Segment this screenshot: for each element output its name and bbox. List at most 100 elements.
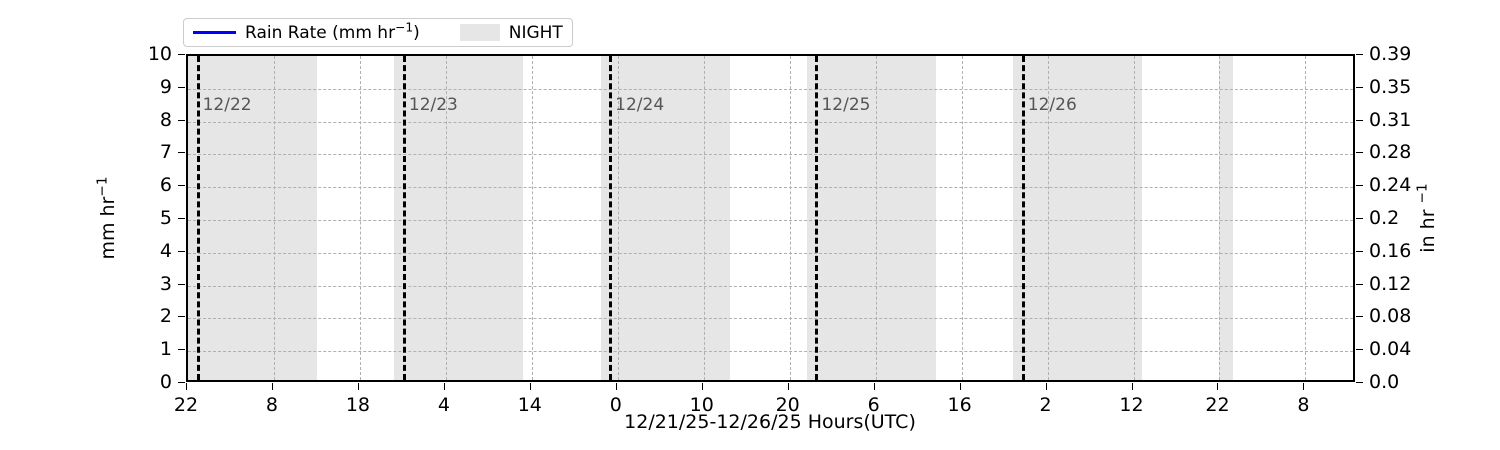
y-axis-right-tick-label: 0.24 [1369,174,1412,197]
x-axis-tick [1045,383,1047,390]
x-axis-tick-label: 20 [775,394,800,416]
x-axis-tick [1131,383,1133,390]
y-axis-left-tick-label: 5 [159,207,172,229]
y-axis-left-tick [178,152,185,154]
y-axis-right-tick-label: 0.2 [1369,207,1400,229]
legend-label-rain-rate: Rain Rate (mm hr−1) [245,19,420,43]
x-axis-tick-label: 22 [1205,394,1230,416]
legend-entry-night: NIGHT [420,23,563,43]
day-separator-line [402,56,406,380]
night-band [188,56,317,380]
y-axis-right-tick [1356,185,1363,187]
x-axis-tick-label: 12 [1119,394,1144,416]
x-axis-tick [615,383,617,390]
y-axis-right-tick-label: 0.0 [1369,371,1400,393]
x-axis-tick [271,383,273,390]
x-axis-tick [1217,383,1219,390]
legend-entry-rain-rate: Rain Rate (mm hr−1) [193,19,420,43]
x-axis-tick [357,383,359,390]
vertical-gridline [531,56,533,380]
horizontal-gridline [188,318,1353,320]
horizontal-gridline [188,121,1353,123]
y-axis-left-tick [178,283,185,285]
x-axis-tick [701,383,703,390]
vertical-gridline [445,56,447,380]
y-axis-left-tick-label: 9 [159,75,172,98]
y-axis-left-tick [178,218,185,219]
y-axis-right-tick-label: 0.31 [1369,108,1412,131]
night-band [600,56,730,380]
y-axis-left-tick-label: 2 [159,305,172,328]
night-band [394,56,524,380]
y-axis-right-tick [1356,283,1363,285]
x-axis-tick-label: 10 [689,394,714,416]
vertical-gridline [1133,56,1135,380]
y-axis-right-tick [1356,382,1363,383]
vertical-gridline [617,56,619,380]
day-label: 12/22 [202,95,252,115]
vertical-gridline [1305,56,1307,380]
y-axis-left-tick [178,316,185,318]
vertical-gridline [1047,56,1049,380]
y-axis-left-tick [178,382,185,383]
horizontal-gridline [188,285,1353,287]
day-label: 12/25 [821,95,871,115]
night-band [806,56,936,380]
y-axis-right-tick [1356,119,1363,121]
x-axis-tick-label: 16 [947,394,972,416]
x-axis-tick-label: 14 [517,394,542,416]
y-axis-right-tick [1356,86,1363,88]
y-axis-right-tick [1356,218,1363,219]
day-separator-line [1021,56,1025,380]
vertical-gridline [273,56,275,380]
y-axis-right-tick-label: 0.16 [1369,239,1412,262]
y-axis-left-tick-label: 1 [159,338,172,361]
y-axis-left-tick-label: 4 [159,239,172,262]
y-axis-right-tick [1356,316,1363,318]
horizontal-gridline [188,187,1353,189]
x-axis-tick-label: 18 [345,394,370,416]
day-separator-line [815,56,819,380]
y-axis-right-tick-label: 0.28 [1369,141,1412,164]
plot-clip: 12/22 12/23 12/24 12/25 12/26 [188,56,1353,380]
y-axis-left-title: mm hr−1 [94,176,119,260]
y-axis-right-tick [1356,54,1363,55]
day-label: 12/23 [408,95,458,115]
x-axis-tick [186,383,187,390]
y-axis-left-tick-label: 8 [159,108,172,131]
y-axis-left-tick-label: 0 [159,371,172,393]
x-axis-tick-label: 6 [867,394,880,416]
x-axis-tick-label: 2 [1039,394,1052,416]
y-axis-left-tick [178,86,185,88]
legend-label-night: NIGHT [508,22,563,43]
x-axis-tick-label: 8 [1297,394,1310,416]
vertical-gridline [703,56,705,380]
plot-area: 12/22 12/23 12/24 12/25 12/26 [186,54,1355,382]
chart-legend: Rain Rate (mm hr−1) NIGHT [183,18,573,47]
horizontal-gridline [188,154,1353,156]
x-axis-tick-label: 0 [609,394,622,416]
y-axis-right-title: in hr −1 [1414,183,1439,253]
x-axis-tick [787,383,789,390]
day-separator-line [609,56,613,380]
x-axis-tick [443,383,445,390]
x-axis-tick [873,383,875,390]
y-axis-left-tick [178,349,185,351]
y-axis-right-tick-label: 0.35 [1369,75,1412,98]
y-axis-left-tick [178,185,185,187]
night-band [1219,56,1234,380]
x-axis-tick-label: 8 [265,394,278,416]
x-axis-tick-label: 4 [437,394,450,416]
horizontal-gridline [188,220,1353,221]
legend-night-swatch [459,24,500,41]
y-axis-left-tick-label: 3 [159,272,172,295]
x-axis-tick [529,383,531,390]
vertical-gridline [1219,56,1221,380]
y-axis-left-tick-label: 7 [159,141,172,164]
horizontal-gridline [188,88,1353,90]
y-axis-left-tick [178,250,185,252]
y-axis-left-tick [178,119,185,121]
y-axis-right-tick-label: 0.04 [1369,338,1412,361]
x-axis-title: 12/21/25-12/26/25 Hours(UTC) [624,411,916,433]
